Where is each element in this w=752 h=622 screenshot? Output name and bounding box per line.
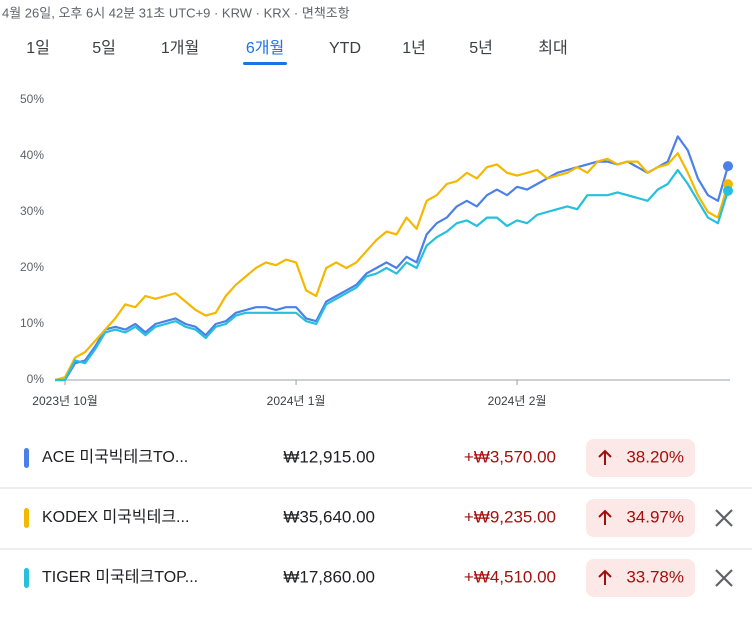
series-line: [54, 152, 730, 382]
up-arrow: [598, 509, 612, 525]
price: ₩17,860.00: [283, 567, 375, 586]
series-line: [55, 168, 730, 382]
tab[interactable]: 1개월: [161, 39, 199, 57]
x-tick-label: 2024년 2월: [488, 394, 547, 408]
change: +₩9,235.00: [464, 507, 556, 526]
legend-swatch: [24, 448, 29, 468]
legend-swatch: [24, 568, 29, 588]
tab[interactable]: 최대: [538, 39, 567, 57]
price: ₩12,915.00: [283, 447, 375, 466]
y-tick-label: 30%: [20, 204, 44, 218]
percent-badge: [586, 559, 695, 597]
header: 4월 26일, 오후 6시 42분 31초 UTC+9 · KRW · KRX …: [2, 5, 350, 20]
y-tick-label: 50%: [20, 92, 44, 106]
end-dot: [723, 185, 733, 196]
y-tick-label: 10%: [20, 316, 44, 330]
y-tick-label: 40%: [20, 148, 44, 162]
tab[interactable]: 1년: [402, 39, 426, 57]
legend-swatch: [24, 508, 29, 528]
percent-badge: [586, 499, 695, 537]
percent: 34.97%: [626, 507, 684, 526]
up-arrow: [598, 449, 612, 465]
series-line: [55, 135, 730, 382]
percent-badge: [586, 439, 695, 477]
legend-name: KODEX 미국빅테크...: [42, 508, 189, 526]
y-tick-label: 0%: [27, 372, 45, 386]
x-tick-label: 2023년 10월: [32, 394, 97, 408]
end-dot: [723, 161, 733, 172]
tab-underline: [243, 62, 287, 65]
legend-name: TIGER 미국테크TOP...: [42, 568, 198, 586]
percent: 33.78%: [626, 567, 684, 586]
tab[interactable]: 5년: [469, 39, 493, 57]
percent: 38.20%: [626, 447, 684, 466]
tab[interactable]: 5일: [92, 39, 116, 57]
change: +₩4,510.00: [464, 567, 556, 586]
up-arrow: [598, 569, 612, 585]
y-tick-label: 20%: [20, 260, 44, 274]
x-tick-label: 2024년 1월: [267, 394, 326, 408]
legend-name: ACE 미국빅테크TO...: [42, 448, 188, 466]
remove-button[interactable]: [715, 569, 733, 587]
tab[interactable]: YTD: [329, 40, 361, 57]
tab[interactable]: 1일: [26, 39, 50, 57]
remove-button[interactable]: [715, 509, 733, 527]
tab[interactable]: 6개월: [246, 39, 284, 57]
change: +₩3,570.00: [464, 447, 556, 466]
price: ₩35,640.00: [283, 507, 375, 526]
